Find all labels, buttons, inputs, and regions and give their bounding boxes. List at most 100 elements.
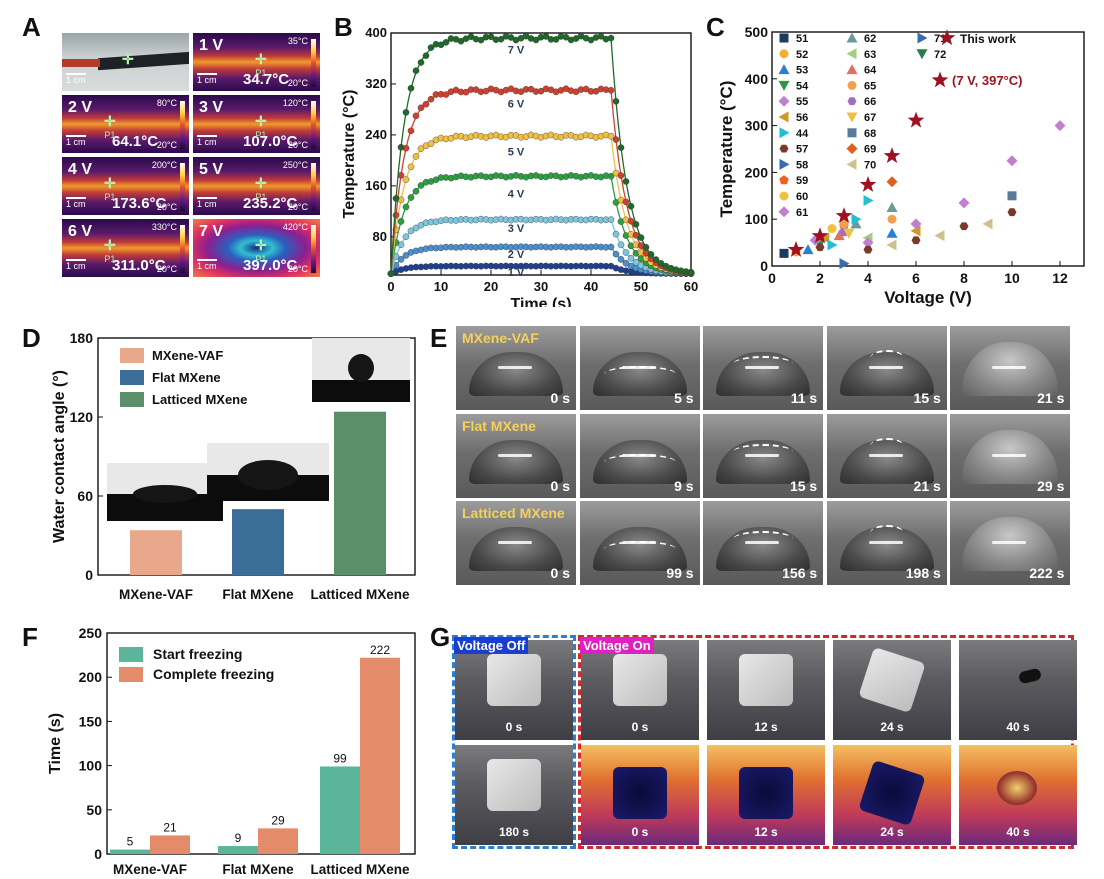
time-label: 21 s [1037,390,1065,406]
row-title: MXene-VAF [462,330,539,346]
marker-star [859,175,877,192]
inset-droplet [348,354,374,382]
time-label: 11 s [790,390,818,406]
data-point [412,67,420,74]
marker-diamond [862,237,874,249]
time-label: 5 s [674,390,694,406]
marker-diamond [1006,155,1018,167]
voltage-label: 6 V [68,223,93,240]
marker-triangle [846,158,857,170]
time-label: 0 s [550,565,570,581]
probe-label: P1 [104,254,116,264]
time-label: 12 s [754,825,778,839]
sample-strip [98,51,189,71]
panel-letter-a: A [22,12,41,42]
colorbar [311,225,316,273]
highlight-reflection [745,366,780,369]
series-label: 5 V [508,146,525,158]
marker-circle [779,191,789,201]
y-tick-label: 120 [70,409,94,425]
marker-triangle [850,218,862,229]
marker-hexagon [1007,208,1017,217]
legend-label: 72 [934,49,946,61]
marker-triangle [846,48,857,60]
freezing-front-line [869,525,904,541]
data-point [612,98,620,105]
probe-marker: ✛ P1 [104,237,116,264]
bar-value-label: 222 [370,643,390,657]
data-point [627,254,635,262]
thermal-image-0: 1 cm ✛ P1 [60,31,191,93]
bar-complete-freezing [258,828,298,854]
probe-label: P1 [255,192,267,202]
measured-temperature: 34.7°C [243,71,290,88]
marker-triangle [778,80,790,91]
legend-label: 69 [864,144,876,156]
y-axis-label: Water contact angle (°) [51,370,68,543]
marker-hexagon [863,245,873,254]
colorbar [180,225,185,273]
marker-triangle [934,230,945,242]
row-title: Latticed MXene [462,505,565,521]
inset-droplet [238,460,298,490]
probe-marker: ✛ P1 [255,237,267,264]
probe-marker: ✛ P1 [104,175,116,202]
thermal-image-5: 5 V 250°C 20°C 235.2°C 1 cm ✛ P1 [191,155,322,217]
scale-bar: 1 cm [66,259,86,271]
thermal-image-4: 4 V 200°C 20°C 173.6°C 1 cm ✛ P1 [60,155,191,217]
marker-diamond [809,234,821,246]
data-point [477,36,485,44]
legend-label: 59 [796,175,808,187]
time-label: 15 s [789,477,818,494]
measured-temperature: 64.1°C [112,133,159,150]
droplet-photo: MXene-VAF 0 s [456,326,576,410]
marker-circle [827,224,837,234]
time-label: 0 s [550,477,570,494]
marker-hexagon [815,243,825,252]
y-tick-label: 500 [745,24,769,40]
colorbar-max: 420°C [282,222,308,232]
colorbar [180,101,185,149]
ice-cube-photo: 12 s [707,640,825,740]
data-point [562,33,570,41]
time-label: 12 s [754,720,778,734]
marker-triangle [846,112,858,123]
freezing-front-line [733,356,794,372]
droplet-photo: Flat MXene 0 s [456,413,576,498]
data-point [427,95,435,103]
cold-ice-spot [739,767,793,819]
colorbar [311,39,316,87]
y-tick-label: 150 [79,713,103,729]
marker-star [835,207,853,224]
marker-triangle [827,239,838,251]
ice-cube-photo: 0 s [581,640,699,740]
droplet-photo: Latticed MXene 0 s [456,501,576,585]
droplet-photo: 5 s [579,326,700,410]
y-tick-label: 250 [79,625,103,641]
data-point [402,203,410,211]
freezing-front-line [869,437,904,454]
time-label: 0 s [631,720,649,734]
droplet-photo: 21 s [950,326,1071,410]
bar-1 [232,509,284,575]
marker-triangle [917,32,928,44]
data-point [637,234,645,241]
marker-triangle [886,202,898,212]
data-point [427,140,435,147]
bar-complete-freezing [360,657,400,854]
legend-label: Flat MXene [152,370,221,385]
legend-label: 52 [796,49,808,61]
thermal-image-2: 2 V 80°C 20°C 64.1°C 1 cm ✛ P1 [60,93,191,155]
y-tick-label: 200 [745,164,769,180]
legend-label: 70 [864,159,876,171]
category-label: Flat MXene [222,587,294,602]
ice-cube-photo: 40 s [959,640,1077,740]
marker-triangle [863,194,874,206]
water-droplet [469,352,563,396]
probe-label: P1 [255,130,267,140]
ice-cube [613,654,667,706]
time-label: 21 s [913,477,941,494]
droplet-photo: 29 s [950,413,1071,498]
voltage-label: 4 V [68,161,93,178]
data-point [627,202,635,210]
